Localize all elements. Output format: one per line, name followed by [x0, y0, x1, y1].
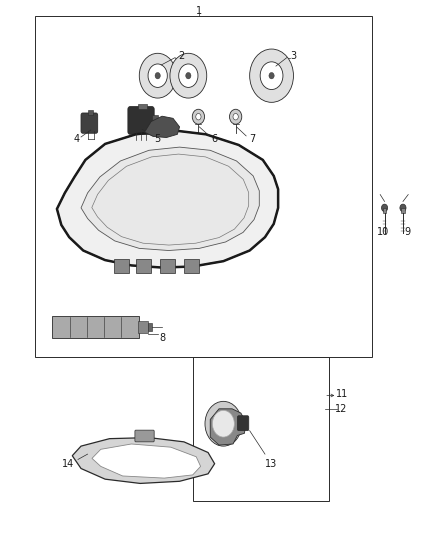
- FancyBboxPatch shape: [184, 259, 199, 273]
- Circle shape: [381, 204, 388, 212]
- Bar: [193, 357, 328, 501]
- Bar: [383, 208, 386, 213]
- Text: 12: 12: [336, 404, 348, 414]
- Text: 3: 3: [290, 51, 297, 61]
- Text: 14: 14: [62, 459, 74, 469]
- Polygon shape: [57, 130, 278, 268]
- Text: 11: 11: [336, 390, 348, 399]
- Bar: [138, 321, 148, 333]
- FancyBboxPatch shape: [135, 430, 154, 442]
- Text: 8: 8: [159, 334, 165, 343]
- Circle shape: [179, 64, 198, 87]
- FancyBboxPatch shape: [52, 316, 139, 338]
- Text: 1: 1: [196, 6, 202, 15]
- Circle shape: [400, 204, 406, 212]
- FancyBboxPatch shape: [128, 107, 154, 134]
- Text: 5: 5: [155, 134, 161, 143]
- Polygon shape: [145, 116, 180, 138]
- FancyBboxPatch shape: [237, 416, 249, 431]
- Circle shape: [192, 109, 205, 124]
- Polygon shape: [81, 147, 259, 251]
- FancyBboxPatch shape: [160, 259, 175, 273]
- Circle shape: [186, 72, 191, 79]
- Circle shape: [155, 72, 160, 79]
- Bar: [401, 208, 405, 213]
- Polygon shape: [92, 444, 201, 478]
- Circle shape: [170, 53, 207, 98]
- Text: 9: 9: [404, 227, 410, 237]
- Polygon shape: [210, 409, 246, 445]
- Text: 6: 6: [212, 134, 218, 143]
- Text: 4: 4: [74, 134, 80, 143]
- FancyBboxPatch shape: [136, 259, 151, 273]
- Circle shape: [148, 64, 167, 87]
- Circle shape: [230, 109, 242, 124]
- FancyBboxPatch shape: [114, 259, 129, 273]
- Circle shape: [212, 410, 234, 437]
- Bar: [35, 16, 372, 357]
- Circle shape: [139, 53, 176, 98]
- Circle shape: [250, 49, 293, 102]
- Text: 10: 10: [377, 227, 389, 237]
- Circle shape: [212, 410, 234, 437]
- Text: 2: 2: [179, 51, 185, 61]
- Bar: [88, 110, 93, 115]
- Bar: [148, 322, 152, 331]
- Circle shape: [260, 62, 283, 90]
- Circle shape: [205, 401, 242, 446]
- Circle shape: [233, 114, 238, 120]
- Circle shape: [269, 72, 274, 79]
- Text: 13: 13: [265, 459, 277, 469]
- Circle shape: [196, 114, 201, 120]
- Text: 7: 7: [249, 134, 255, 143]
- FancyBboxPatch shape: [81, 113, 98, 133]
- Bar: [138, 104, 147, 109]
- Polygon shape: [72, 438, 215, 483]
- Bar: [152, 115, 158, 125]
